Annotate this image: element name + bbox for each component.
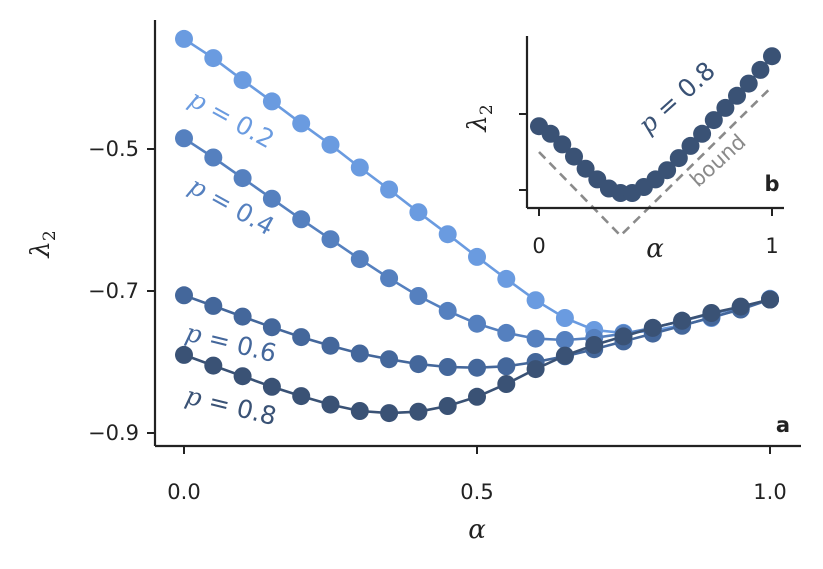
panel-a-point-s0-8 bbox=[409, 203, 428, 222]
panel-a-point-s3-19 bbox=[731, 297, 750, 316]
panel-a-point-s1-4 bbox=[292, 210, 311, 229]
panel-a-xtick-label-0: 0.0 bbox=[167, 480, 200, 504]
panel-a-point-s2-3 bbox=[262, 318, 281, 337]
panel-a-point-s3-18 bbox=[702, 304, 721, 322]
panel-a-ytick-label-1: −0.7 bbox=[88, 279, 139, 303]
panel-a-point-s3-6 bbox=[350, 402, 369, 420]
panel-a-point-s1-2 bbox=[233, 169, 252, 188]
panel-b-point-1 bbox=[541, 124, 560, 143]
panel-a-ytick-label-2: −0.9 bbox=[88, 421, 139, 445]
panel-b-point-14 bbox=[693, 124, 712, 143]
panel-b-point-4 bbox=[576, 159, 595, 178]
panel-a-point-s3-8 bbox=[409, 402, 428, 421]
panel-a-point-s1-6 bbox=[350, 250, 369, 269]
panel-a-point-s0-12 bbox=[526, 291, 545, 310]
panel-b-point-11 bbox=[658, 161, 677, 180]
panel-a-point-s0-5 bbox=[321, 135, 340, 154]
panel-a-x-axis-label: α bbox=[468, 515, 486, 545]
panel-a-point-s0-1 bbox=[204, 49, 223, 68]
panel-a-point-s0-3 bbox=[262, 92, 281, 111]
panel-a-point-s2-11 bbox=[497, 357, 516, 376]
panel-a-point-s1-10 bbox=[468, 314, 486, 333]
panel-a-point-s3-11 bbox=[497, 375, 516, 393]
panel-a-point-s1-13 bbox=[555, 331, 574, 349]
panel-a-point-s0-11 bbox=[497, 269, 516, 288]
panel-b-point-12 bbox=[669, 149, 688, 168]
panel-a-point-s2-2 bbox=[233, 307, 252, 326]
panel-b-point-17 bbox=[728, 86, 746, 105]
panel-a-point-s1-8 bbox=[409, 287, 428, 305]
panel-a-point-s0-0 bbox=[175, 29, 193, 48]
panel-b-point-16 bbox=[716, 98, 735, 117]
panel-b-bound-line bbox=[538, 85, 773, 238]
panel-b-point-2 bbox=[553, 135, 572, 154]
panel-a-point-s3-9 bbox=[438, 397, 457, 415]
panel-a-point-s3-0 bbox=[175, 345, 193, 364]
panel-b-point-3 bbox=[565, 147, 583, 166]
panel-a-point-s2-10 bbox=[468, 358, 486, 377]
panel-a-point-s2-9 bbox=[438, 358, 457, 376]
panel-a-point-s3-15 bbox=[614, 327, 633, 346]
panel-b-letter: b bbox=[764, 172, 779, 196]
panel-a-point-s1-1 bbox=[204, 148, 223, 167]
panel-b-marks bbox=[530, 47, 781, 238]
panel-a-ytick-label-0: −0.5 bbox=[88, 137, 139, 161]
panel-a-point-s3-5 bbox=[321, 395, 340, 414]
panel-a-xtick-label-2: 1.0 bbox=[753, 480, 786, 504]
panel-a-point-s3-7 bbox=[380, 404, 399, 423]
panel-a-point-s0-13 bbox=[555, 309, 574, 327]
panel-b-xtick-label-0: 0 bbox=[532, 234, 545, 258]
panel-a-point-s3-2 bbox=[233, 367, 252, 386]
panel-a-point-s3-13 bbox=[555, 346, 574, 365]
panel-a-point-s1-3 bbox=[262, 189, 281, 208]
panel-a-point-s0-10 bbox=[468, 247, 486, 266]
panel-b-point-15 bbox=[704, 111, 723, 130]
panel-a-point-s0-2 bbox=[233, 71, 252, 90]
label-p-0.4: p = 0.4 bbox=[184, 171, 279, 241]
panel-a-point-s2-4 bbox=[292, 328, 311, 347]
panel-a-point-s1-0 bbox=[175, 129, 193, 148]
panel-b-y-axis-label: λ2 bbox=[463, 104, 497, 132]
panel-b-point-20 bbox=[763, 47, 781, 66]
panel-a-point-s2-1 bbox=[204, 296, 223, 315]
panel-a-marks bbox=[175, 29, 779, 423]
panel-a-point-s2-8 bbox=[409, 355, 428, 374]
panel-a-point-s2-6 bbox=[350, 344, 369, 363]
panel-b-point-19 bbox=[751, 60, 770, 79]
panel-a-point-s3-14 bbox=[585, 336, 604, 354]
panel-a-point-s3-20 bbox=[761, 290, 779, 309]
panel-b-point-13 bbox=[681, 136, 700, 155]
panel-b-point-18 bbox=[739, 74, 758, 93]
panel-a-point-s3-17 bbox=[673, 311, 692, 330]
label-p-0.2: p = 0.2 bbox=[184, 84, 279, 154]
panel-a-y-axis-label: λ2 bbox=[26, 230, 60, 258]
panel-b-inset: 0 1 α λ2 p = 0.8 bound b bbox=[463, 33, 785, 264]
panel-a-point-s1-9 bbox=[438, 301, 457, 320]
panel-a-point-s0-4 bbox=[292, 114, 311, 133]
panel-a-point-s3-16 bbox=[643, 318, 662, 337]
panel-a-point-s3-4 bbox=[292, 387, 311, 406]
panel-a-point-s3-1 bbox=[204, 356, 223, 375]
panel-a-point-s2-5 bbox=[321, 336, 340, 355]
panel-a-point-s1-5 bbox=[321, 230, 340, 249]
panel-b-xtick-label-1: 1 bbox=[765, 234, 778, 258]
panel-a-point-s1-12 bbox=[526, 329, 545, 348]
panel-a-point-s3-10 bbox=[468, 387, 486, 406]
panel-a-letter: a bbox=[776, 413, 790, 437]
panel-a-point-s3-12 bbox=[526, 360, 545, 379]
panel-b-x-axis-label: α bbox=[646, 234, 664, 264]
panel-a-point-s0-9 bbox=[438, 225, 457, 244]
panel-a-point-s0-6 bbox=[350, 158, 369, 177]
panel-a-point-s2-7 bbox=[380, 350, 399, 369]
panel-a-point-s3-3 bbox=[262, 377, 281, 396]
panel-a-point-s1-11 bbox=[497, 323, 516, 342]
panel-a-xtick-label-1: 0.5 bbox=[460, 480, 493, 504]
panel-a-point-s1-7 bbox=[380, 269, 399, 288]
panel-a-point-s0-7 bbox=[380, 180, 399, 199]
panel-a-point-s2-0 bbox=[175, 286, 193, 305]
